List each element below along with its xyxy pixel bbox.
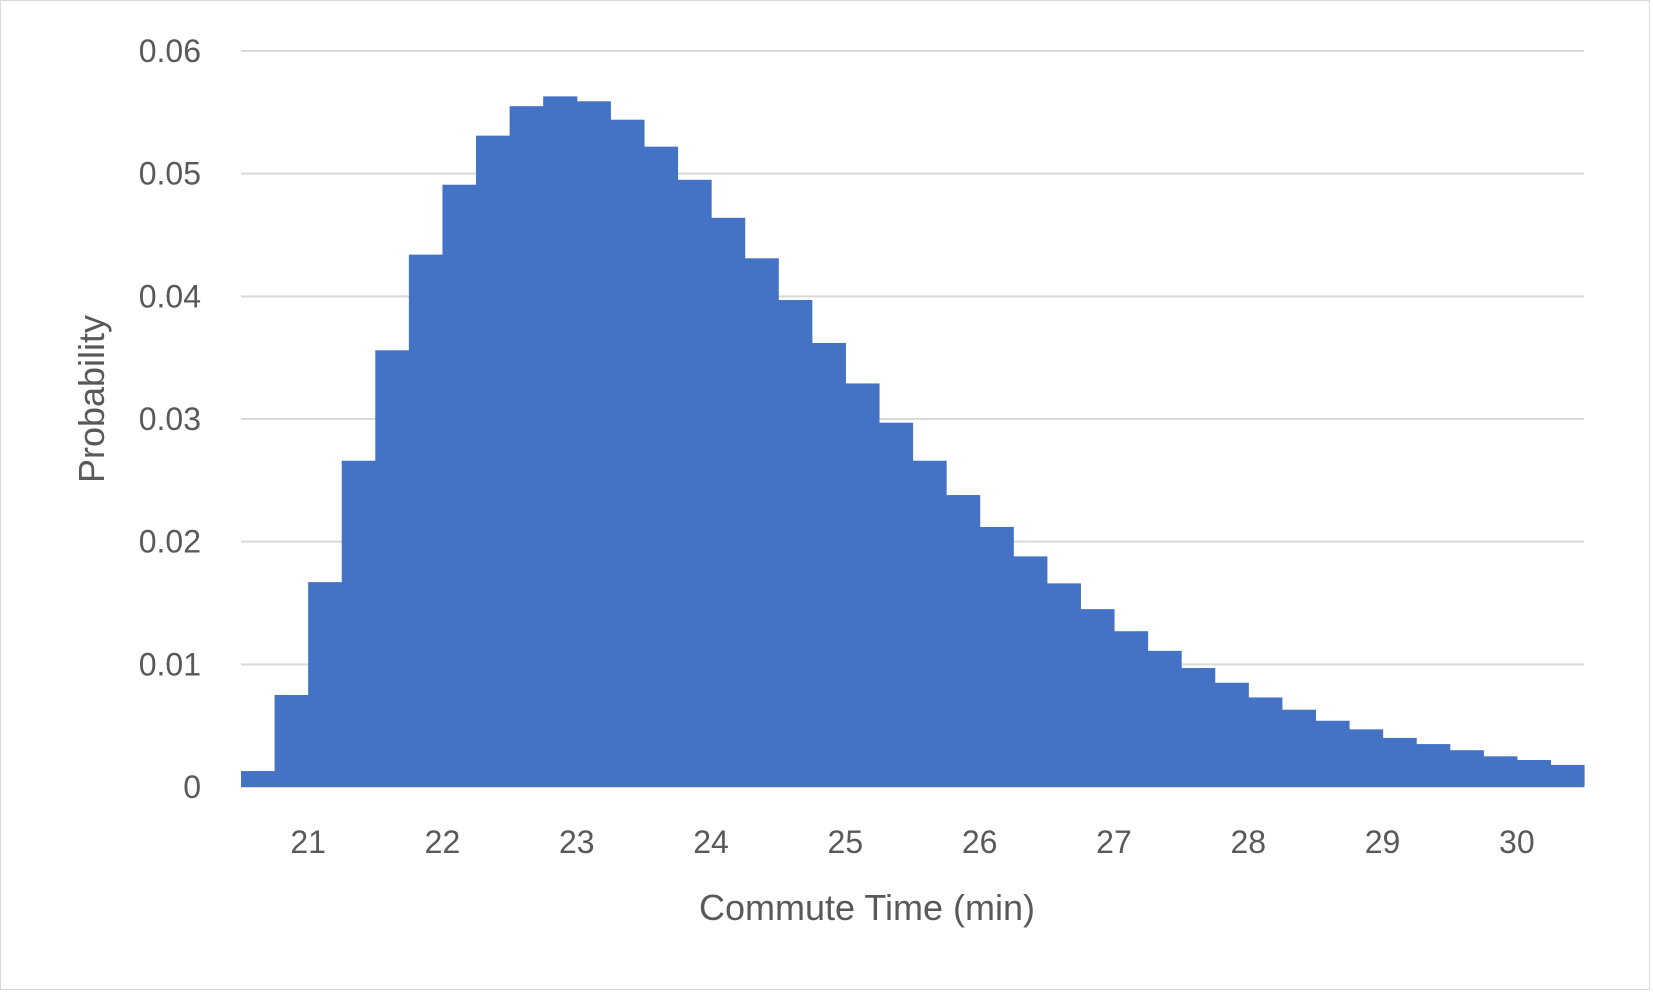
histogram-bar: [341, 460, 376, 787]
histogram-bar: [979, 526, 1014, 787]
histogram-bars: [241, 96, 1585, 788]
x-tick-label: 25: [828, 824, 864, 860]
x-tick-label: 29: [1365, 824, 1401, 860]
x-tick-label: 24: [693, 824, 729, 860]
histogram-bar: [1181, 668, 1216, 787]
histogram-bar: [1080, 609, 1115, 787]
x-axis-tick-labels: 21 22 23 24 25 26 27 28 29 30: [290, 824, 1534, 860]
histogram-bar: [845, 383, 880, 787]
y-axis-title: Probability: [71, 315, 112, 483]
x-tick-label: 23: [559, 824, 595, 860]
histogram-bar: [711, 217, 746, 787]
histogram-bar: [1046, 583, 1081, 787]
histogram-bar: [1214, 682, 1249, 787]
histogram-bar: [946, 495, 981, 787]
histogram-bar: [643, 146, 679, 787]
histogram-bar: [1483, 756, 1518, 787]
histogram-bar: [1348, 729, 1384, 787]
y-tick-label: 0.03: [139, 401, 201, 437]
histogram-bar: [274, 695, 309, 787]
y-tick-label: 0: [183, 769, 201, 805]
y-tick-label: 0.01: [139, 646, 201, 682]
y-axis-tick-labels: 0 0.01 0.02 0.03 0.04 0.05 0.06: [139, 33, 201, 805]
histogram-bar: [1449, 750, 1484, 787]
y-tick-label: 0.02: [139, 524, 201, 560]
histogram-bar: [375, 350, 410, 787]
x-tick-label: 30: [1499, 824, 1535, 860]
histogram-bar: [1147, 650, 1182, 787]
histogram-bar: [744, 258, 779, 788]
histogram-bar: [1013, 556, 1048, 787]
x-tick-label: 21: [290, 824, 326, 860]
histogram-bar: [476, 135, 511, 787]
histogram-bar: [912, 460, 947, 787]
histogram-bar: [610, 119, 645, 787]
histogram-bar: [1248, 697, 1283, 787]
histogram-bar: [543, 96, 578, 788]
histogram-bar: [308, 582, 343, 787]
histogram-bar: [509, 106, 544, 787]
x-tick-label: 22: [425, 824, 461, 860]
histogram-bar: [241, 771, 276, 787]
histogram-bar: [677, 179, 712, 788]
histogram-bar: [1382, 737, 1417, 787]
histogram-bar: [1516, 760, 1552, 787]
histogram-bar: [778, 300, 813, 787]
x-tick-label: 26: [962, 824, 998, 860]
histogram-bar: [442, 184, 477, 787]
y-tick-label: 0.06: [139, 33, 201, 69]
histogram-bar: [1550, 764, 1585, 787]
histogram-bar: [576, 101, 611, 787]
histogram-bar: [408, 254, 444, 788]
histogram-bar: [1113, 631, 1149, 787]
y-tick-label: 0.05: [139, 156, 201, 192]
histogram-bar: [811, 342, 846, 787]
histogram-bar: [1281, 709, 1316, 787]
x-axis-title: Commute Time (min): [699, 887, 1035, 928]
x-tick-label: 27: [1096, 824, 1132, 860]
histogram-bar: [1315, 720, 1350, 787]
histogram-bar: [1416, 744, 1451, 787]
x-tick-label: 28: [1230, 824, 1266, 860]
y-tick-label: 0.04: [139, 278, 201, 314]
histogram-bar: [878, 422, 914, 787]
